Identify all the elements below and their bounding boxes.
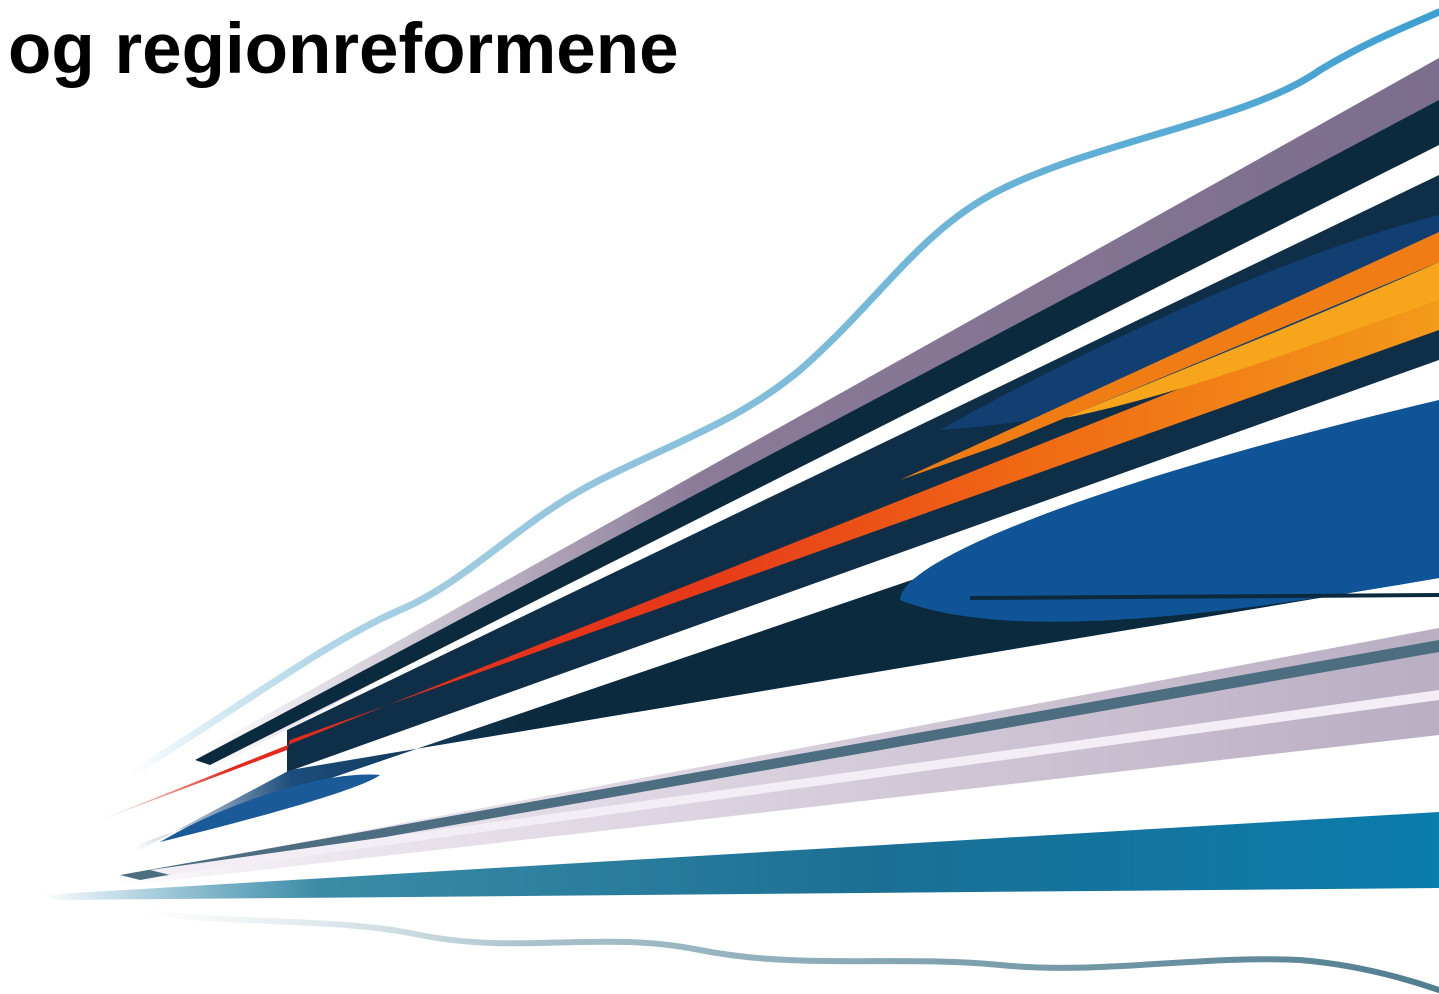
slide-title: og regionreformene: [8, 10, 679, 89]
teal-streak: [40, 812, 1439, 900]
royal-blue-lens-line: [969, 593, 1439, 600]
red-orange-streak: [95, 285, 1439, 822]
orange-accent: [900, 232, 1439, 480]
mauve-streak: [200, 58, 1439, 760]
blue-left-accent: [160, 774, 380, 842]
dark-navy-streak: [195, 100, 1439, 765]
white-gap-line: [150, 690, 1439, 875]
slate-line: [120, 640, 1439, 880]
royal-blue-lens: [940, 215, 1439, 430]
light-blue-wave-line: [126, 8, 1439, 779]
slate-wave-line: [137, 909, 1439, 993]
royal-blue-lower-lens: [900, 400, 1439, 622]
